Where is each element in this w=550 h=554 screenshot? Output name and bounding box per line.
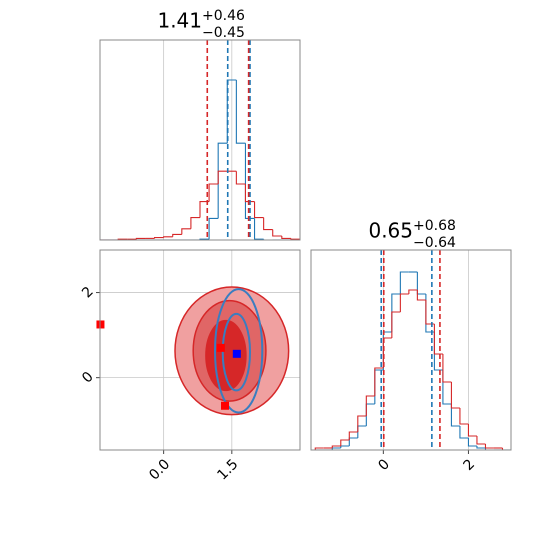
histogram-bin [450, 404, 460, 427]
histogram-bin [416, 272, 426, 295]
marker [232, 349, 241, 358]
histogram-bin [181, 228, 191, 235]
histogram-bin [391, 311, 401, 338]
histogram-bin [253, 218, 264, 240]
histogram-bin [374, 367, 384, 396]
histogram-bin [442, 354, 452, 383]
histogram-bin [391, 293, 401, 332]
histogram-bin [459, 408, 469, 425]
histogram-bin [272, 229, 282, 237]
histogram-bin [433, 332, 443, 371]
histogram-bin [263, 217, 273, 231]
histogram-bin [382, 337, 392, 368]
histogram-bin [399, 293, 409, 312]
x-tick-label: 1.5 [214, 456, 241, 483]
histogram-bin [281, 236, 291, 239]
plot-area [100, 250, 300, 450]
histogram-bin [476, 436, 486, 445]
histogram-bin [314, 447, 324, 450]
frame [99, 39, 301, 241]
histogram-bin [476, 446, 486, 449]
marker [221, 401, 229, 410]
panel: 0.0 1.5 0 2 [79, 249, 301, 483]
histogram-bin [235, 171, 246, 185]
histogram-bin [244, 184, 255, 203]
histogram-bin [135, 237, 146, 240]
histogram-bin [208, 183, 219, 202]
histogram-bin [163, 236, 173, 238]
histogram-bin [484, 444, 494, 449]
histogram-bin [190, 217, 200, 229]
histogram-bin [501, 448, 511, 450]
histogram-bin [399, 271, 409, 294]
histogram-bin [450, 382, 460, 409]
histogram-bin [172, 233, 182, 237]
histogram-bin [263, 239, 273, 240]
histogram-bin [340, 445, 350, 448]
panel: 1.41 +0.46−0.45 [99, 8, 301, 241]
histogram-bin [408, 289, 418, 294]
histogram-bin [433, 324, 443, 355]
title-value: 1.41 [157, 9, 202, 33]
histogram-bin [425, 300, 435, 325]
histogram-bin [442, 370, 452, 405]
x-tick-label: 0.0 [146, 456, 173, 483]
histogram-bin [199, 201, 210, 218]
histogram-bin [153, 237, 164, 239]
histogram-bin [416, 290, 426, 301]
x-tick-label: 2 [460, 456, 478, 474]
histogram-bin [357, 415, 367, 432]
histogram-bin [217, 142, 228, 219]
contour [214, 288, 264, 414]
histogram-bin [374, 369, 384, 404]
histogram-bin [290, 238, 300, 240]
y-tick-label: 0 [79, 369, 97, 387]
histogram-bin [340, 439, 350, 446]
title-upper: +0.46 [202, 8, 245, 24]
histogram-bin [459, 426, 469, 439]
title-lower: −0.64 [413, 235, 456, 251]
marker [216, 343, 225, 352]
title-upper: +0.68 [413, 218, 456, 234]
histogram-bin [217, 170, 228, 184]
histogram-bin [348, 431, 358, 440]
histogram-bin [253, 201, 264, 219]
panel: 0 2 0.65 +0.68−0.64 [310, 218, 512, 474]
plot-area [314, 250, 511, 450]
contour [221, 312, 251, 392]
frame [99, 249, 301, 451]
histogram-bin [244, 143, 255, 219]
histogram-bin [357, 425, 367, 438]
histogram-bin [208, 217, 219, 240]
histogram-bin [365, 403, 375, 426]
histogram-bin [331, 445, 341, 448]
histogram-bin [348, 437, 358, 446]
histogram-bin [235, 80, 246, 144]
y-tick-label: 2 [79, 284, 97, 302]
x-tick-label: 0 [375, 456, 393, 474]
histogram-bin [484, 448, 494, 450]
histogram-bin [467, 424, 477, 437]
plot-area [100, 40, 300, 240]
histogram-bin [425, 294, 435, 333]
histogram-bin [365, 395, 375, 416]
histogram-bin [467, 438, 477, 447]
title-lower: −0.45 [202, 25, 245, 41]
frame [310, 249, 512, 451]
title-value: 0.65 [368, 219, 413, 243]
